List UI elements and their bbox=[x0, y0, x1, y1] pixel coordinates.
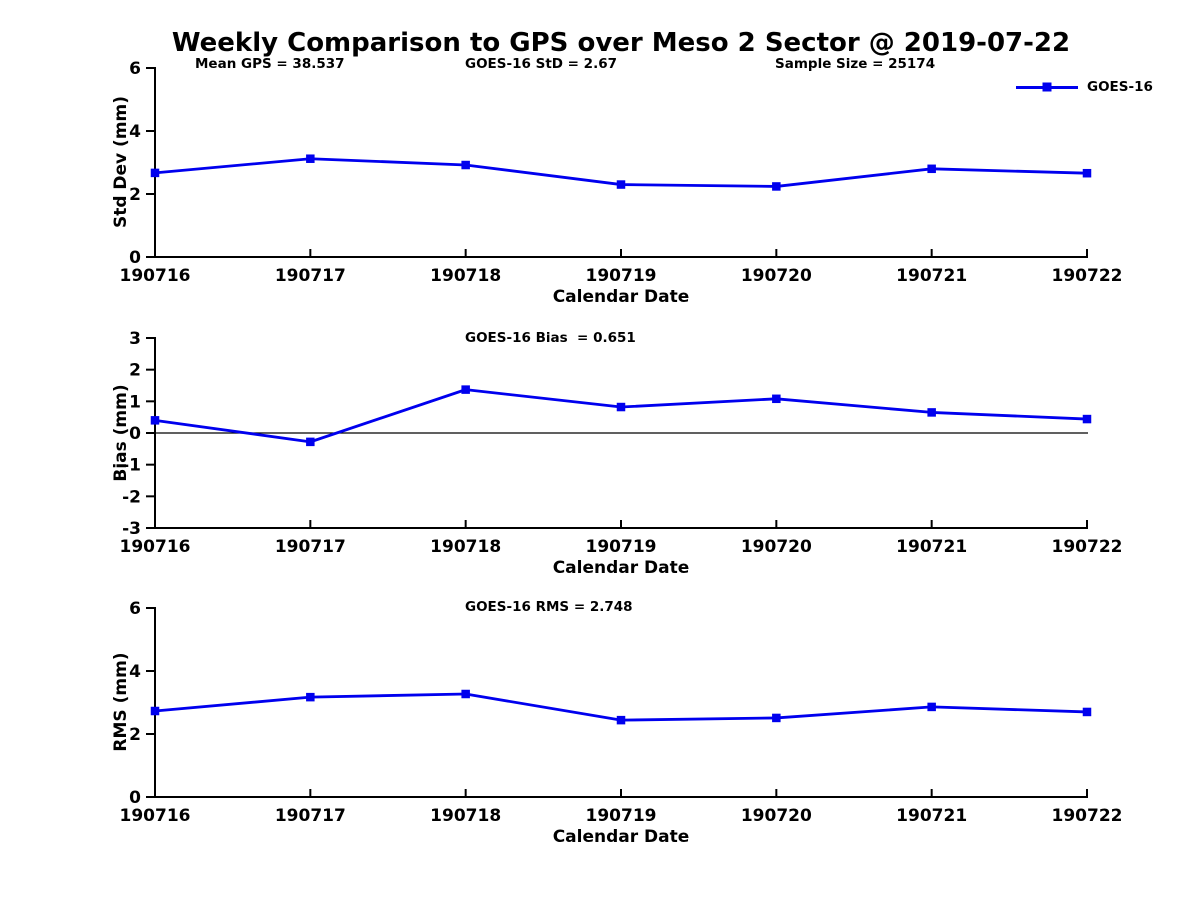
y-tick-label: 0 bbox=[129, 248, 141, 268]
annotation-mean-gps: Mean GPS = 38.537 bbox=[195, 56, 345, 72]
data-point-marker bbox=[927, 702, 936, 712]
y-tick-label: 1 bbox=[129, 392, 141, 412]
legend: GOES-16 bbox=[1016, 79, 1153, 95]
data-point-marker bbox=[461, 385, 470, 394]
x-tick-label: 190721 bbox=[896, 537, 967, 557]
data-point-marker bbox=[306, 154, 315, 163]
x-tick-label: 190722 bbox=[1052, 266, 1123, 286]
data-point-marker bbox=[461, 689, 470, 699]
figure-title: Weekly Comparison to GPS over Meso 2 Sec… bbox=[171, 28, 1071, 58]
data-point-marker bbox=[927, 164, 936, 174]
data-point-marker bbox=[772, 182, 781, 191]
x-tick-label: 190720 bbox=[741, 806, 812, 826]
x-tick-label: 190721 bbox=[896, 266, 967, 286]
data-point-marker bbox=[306, 437, 315, 447]
annotation-goes16-rms: GOES-16 RMS = 2.748 bbox=[465, 599, 633, 615]
y-tick-label: 0 bbox=[129, 788, 141, 808]
data-point-marker bbox=[616, 180, 626, 189]
x-axis-label-chart2: Calendar Date bbox=[552, 558, 690, 578]
data-point-marker bbox=[461, 160, 470, 170]
y-axis-label-bias: Bias (mm) bbox=[111, 384, 131, 482]
x-tick-label: 190716 bbox=[120, 537, 191, 557]
annotation-goes16-bias: GOES-16 Bias = 0.651 bbox=[465, 330, 636, 346]
x-tick-label: 190721 bbox=[896, 806, 967, 826]
y-axis-label-rms: RMS (mm) bbox=[111, 652, 131, 752]
data-point-marker bbox=[150, 168, 160, 178]
data-point-marker bbox=[150, 416, 160, 425]
x-tick-label: 190719 bbox=[586, 266, 657, 286]
data-point-marker bbox=[1082, 707, 1092, 717]
annotation-sample-size: Sample Size = 25174 bbox=[775, 56, 936, 72]
x-tick-label: 190722 bbox=[1052, 806, 1123, 826]
y-tick-label: 2 bbox=[129, 185, 141, 205]
data-point-marker bbox=[772, 713, 781, 723]
data-point-marker bbox=[1082, 414, 1092, 424]
x-tick-label: 190720 bbox=[741, 537, 812, 557]
y-tick-label: 0 bbox=[129, 424, 141, 444]
x-tick-label: 190716 bbox=[120, 266, 191, 286]
x-tick-label: 190717 bbox=[275, 266, 346, 286]
annotation-goes16-std: GOES-16 StD = 2.67 bbox=[465, 56, 617, 72]
y-tick-label: 6 bbox=[129, 59, 141, 79]
x-tick-label: 190717 bbox=[275, 537, 346, 557]
data-point-marker bbox=[306, 692, 315, 702]
y-tick-label: 4 bbox=[129, 662, 141, 682]
x-tick-label: 190716 bbox=[120, 806, 191, 826]
data-point-marker bbox=[927, 408, 936, 417]
y-tick-label: 3 bbox=[129, 329, 141, 349]
x-axis-label-chart3: Calendar Date bbox=[552, 827, 690, 847]
data-point-marker bbox=[150, 706, 160, 716]
y-tick-label: 2 bbox=[129, 725, 141, 745]
y-tick-label: 6 bbox=[129, 599, 141, 619]
legend-line-sample bbox=[1016, 82, 1078, 92]
data-point-marker bbox=[1082, 168, 1092, 178]
data-line bbox=[154, 388, 1088, 444]
x-tick-label: 190719 bbox=[586, 806, 657, 826]
legend-label: GOES-16 bbox=[1087, 79, 1153, 95]
x-tick-label: 190717 bbox=[275, 806, 346, 826]
y-tick-label: -3 bbox=[122, 519, 141, 539]
x-axis-label-chart1: Calendar Date bbox=[552, 287, 690, 307]
y-axis-label-stddev: Std Dev (mm) bbox=[111, 95, 131, 229]
data-point-marker bbox=[616, 715, 626, 725]
y-tick-label: -1 bbox=[122, 456, 141, 476]
data-point-marker bbox=[772, 394, 781, 404]
x-tick-label: 190722 bbox=[1052, 537, 1123, 557]
y-tick-label: -2 bbox=[122, 487, 141, 507]
x-tick-label: 190719 bbox=[586, 537, 657, 557]
x-tick-label: 190718 bbox=[430, 806, 501, 826]
x-tick-label: 190720 bbox=[741, 266, 812, 286]
y-tick-label: 4 bbox=[129, 122, 141, 142]
y-tick-label: 2 bbox=[129, 361, 141, 381]
x-tick-label: 190718 bbox=[430, 266, 501, 286]
x-tick-label: 190718 bbox=[430, 537, 501, 557]
data-point-marker bbox=[616, 402, 626, 412]
legend-square-marker-icon bbox=[1042, 82, 1052, 92]
